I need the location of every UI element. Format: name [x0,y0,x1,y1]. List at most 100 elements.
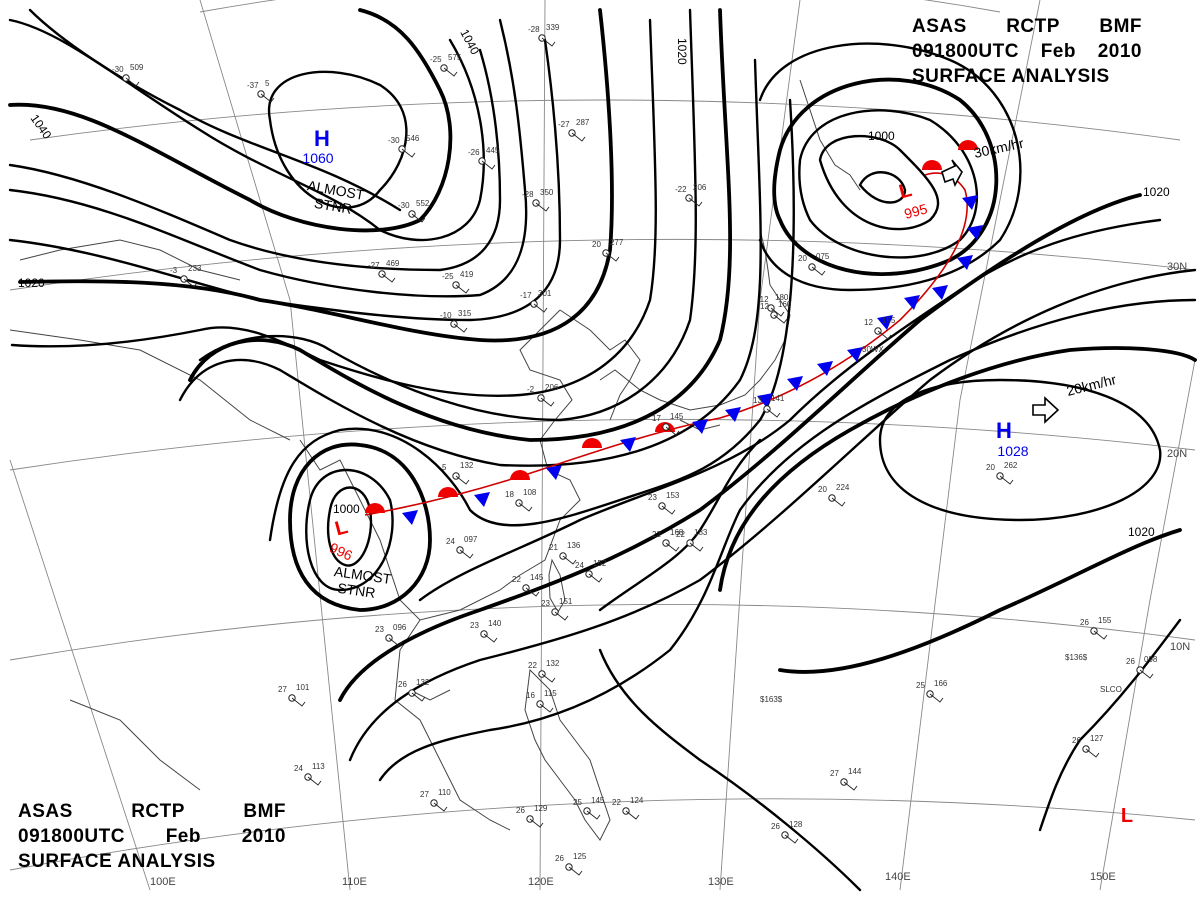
product-code: ASAS [912,16,967,37]
station-pressure: 110 [438,788,451,797]
stnr-label-1: STNR [313,195,353,217]
wind-barb-icon [411,692,426,702]
station-temperature: 13 [753,396,762,405]
wind-barb-icon [811,266,826,276]
wind-barb-icon [483,633,498,643]
station-pressure: 129 [534,804,548,813]
wind-barb-icon [571,132,586,142]
station-pressure: 206 [545,383,559,392]
wind-barb-icon [540,397,555,407]
station-plot: 25 145 [573,796,605,820]
high-symbol: H [314,126,330,151]
station-plot: 26 132 [398,678,430,702]
station-temperature: -30 [112,65,124,74]
station-plot: 22 124 [612,796,644,820]
station-plot: -12 180 [757,293,789,317]
source-code: BMF [1099,16,1142,37]
wind-barb-icon [381,273,396,283]
station-plot: 24 152 [575,559,607,583]
wind-barb-icon [411,213,426,223]
station-plot: 27 110 [420,788,451,812]
station-pressure: 419 [460,270,474,279]
station-temperature: 20 [986,463,995,472]
station-plot: 26 155 [1080,616,1112,640]
wind-barb-icon [541,37,556,47]
wind-barb-icon [525,587,540,597]
station-pressure: 125 [573,852,587,861]
station-plot: 20 224 [818,483,850,507]
wind-barb-icon [877,330,892,340]
isobar-label: 1000 [868,129,895,143]
front-symbols [365,140,983,525]
cold-front-triangle [904,295,920,310]
station-plot: -27 469 [368,259,400,283]
wind-barb-icon [665,426,680,436]
station-plot: 22 145 [512,573,544,597]
wind-barb-icon [605,252,620,262]
wind-barb-icon [125,77,140,87]
type-row: SURFACE ANALYSIS [912,64,1142,89]
station-pressure: 224 [836,483,850,492]
wind-barb-icon [843,781,858,791]
cold-front-triangle [962,195,978,210]
source-code: BMF [243,801,286,822]
station-temperature: -22 [675,185,687,194]
station-temperature: -37 [247,81,259,90]
wind-barb-icon [625,810,640,820]
station-pressure: 145 [591,796,605,805]
wind-barb-icon [535,202,550,212]
wind-barb-icon [831,497,846,507]
station-temperature: -12 [757,295,769,304]
high-symbol-2: H [996,418,1012,443]
chart-title-bottom-left: ASAS RCTP BMF 091800UTC Feb 2010 SURFACE… [18,799,286,874]
station-temperature: 22 [612,798,621,807]
valid-time: 091800UTC [18,826,125,847]
station-temperature: 23 [375,625,384,634]
wind-barb-icon [999,475,1014,485]
cold-front-triangle [725,407,741,422]
station-temperature: 12 [864,318,873,327]
wind-barb-icon [1085,748,1100,758]
station-plot: 12 155 [864,316,896,340]
station-temperature: 17 [652,414,661,423]
station-temperature: -25 [430,55,442,64]
station-temperature: 26 [1072,736,1081,745]
chart-type: SURFACE ANALYSIS [912,66,1110,87]
station-pressure: 144 [848,767,862,776]
almost-label-2: ALMOST [333,563,393,587]
station-code: $163$ [760,695,783,704]
station-plot: -17 301 [520,289,552,313]
station-pressure: 445 [486,146,500,155]
station-pressure: 153 [666,491,680,500]
station-pressure: 136 [567,541,581,550]
cold-front-triangle [817,361,833,376]
station-plot: -2 206 [527,383,559,407]
station-plot: 17 145 [652,412,684,436]
warm-front-semicircle [438,487,458,497]
station-temperature: 12 [760,302,769,311]
station-plot: -3 233 [170,264,202,288]
station-pressure: 075 [816,252,830,261]
station-pressure: 509 [130,63,144,72]
station-plot: 24 097 [446,535,478,559]
station-plot: 23 140 [470,619,502,643]
wind-barb-icon [481,160,496,170]
station-temperature: 22 [528,661,537,670]
station-pressure: 339 [546,23,560,32]
valid-month: Feb [165,826,201,847]
station-temperature: 18 [505,490,514,499]
station-pressure: 166 [934,679,948,688]
station-temperature: 22 [512,575,521,584]
warm-front-semicircle [922,160,942,170]
wind-barb-icon [586,810,601,820]
station-temperature: 27 [830,769,839,778]
wind-barb-icon [588,573,603,583]
station-temperature: -25 [442,272,454,281]
isobar-label: 1020 [18,276,45,290]
low-symbol-3: L [1121,805,1133,827]
station-temperature: 26 [398,680,407,689]
station-pressure: 101 [296,683,310,692]
stnr-label-2: STNR [337,580,377,601]
warm-front-semicircle [582,438,602,448]
cold-front-triangle [932,285,948,300]
